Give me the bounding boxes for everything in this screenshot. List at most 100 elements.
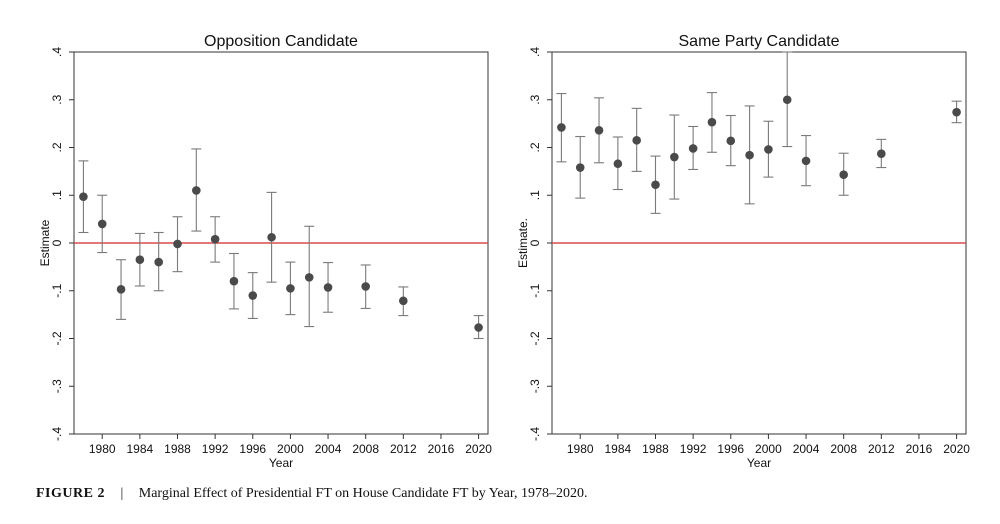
data-point: [192, 186, 201, 195]
data-point: [952, 107, 961, 117]
x-tick-label: 1980: [89, 442, 116, 456]
estimate-1992: [210, 216, 221, 263]
data-point: [286, 284, 295, 293]
y-tick-label: -.3: [50, 379, 64, 393]
estimate-2004: [801, 135, 812, 187]
x-axis-label: Year: [269, 456, 293, 470]
x-tick-label: 2000: [277, 442, 304, 456]
x-tick-label: 1984: [605, 442, 632, 456]
y-axis-label: Estimate.: [516, 218, 530, 268]
x-tick-label: 1992: [202, 442, 229, 456]
data-point: [839, 170, 848, 180]
estimate-1978: [78, 160, 89, 234]
estimate-1994: [228, 252, 239, 310]
x-tick-label: 1996: [239, 442, 266, 456]
chart-title: Same Party Candidate: [679, 33, 840, 50]
estimate-2012: [876, 138, 887, 169]
y-tick-label: -.2: [50, 331, 64, 345]
x-tick-label: 2020: [943, 442, 970, 456]
x-tick-label: 2020: [465, 442, 492, 456]
x-tick-label: 2012: [868, 442, 895, 456]
caption-separator: |: [120, 486, 124, 501]
data-point: [745, 150, 754, 160]
y-tick-label: .3: [50, 94, 64, 104]
estimate-1978: [556, 92, 567, 163]
x-tick-label: 2008: [352, 442, 379, 456]
estimate-1996: [725, 114, 736, 167]
x-tick-label: 1996: [717, 442, 744, 456]
estimate-2002: [304, 225, 315, 328]
y-tick-label: .2: [528, 142, 542, 152]
y-tick-label: .3: [528, 94, 542, 104]
estimate-1990: [669, 114, 680, 200]
y-tick-label: .1: [50, 190, 64, 200]
data-point: [304, 273, 314, 282]
x-tick-label: 1988: [642, 442, 669, 456]
estimate-2020: [951, 100, 962, 124]
estimate-2020: [473, 315, 484, 340]
data-point: [267, 232, 276, 242]
data-point: [474, 323, 483, 332]
y-tick-label: -.4: [528, 427, 542, 441]
x-tick-label: 2008: [830, 442, 857, 456]
data-point: [764, 145, 773, 154]
data-point: [726, 136, 736, 146]
x-tick-label: 2000: [755, 442, 782, 456]
data-point: [670, 152, 679, 162]
estimate-1980: [575, 135, 586, 199]
x-tick-label: 2016: [428, 442, 455, 456]
x-axis-label: Year: [747, 456, 771, 470]
estimate-1996: [247, 272, 258, 319]
estimate-1998: [744, 105, 755, 205]
estimate-1990: [191, 148, 202, 232]
y-tick-label: .1: [528, 190, 542, 200]
data-point: [575, 163, 585, 172]
x-tick-label: 2004: [793, 442, 820, 456]
figure-label: FIGURE 2: [36, 486, 105, 501]
y-tick-label: -.3: [528, 379, 542, 393]
data-point: [79, 192, 88, 201]
data-point: [632, 136, 641, 145]
estimate-2008: [838, 152, 849, 196]
opposition-candidate-panel: Opposition Candidate -.4 -.3 -.2 -.1 0 .1 .2 .3.…: [38, 33, 492, 470]
same-party-candidate-panel: Same Party Candidate -.4 -.3 -.2 -.1 0 .1 .2 .3.…: [516, 33, 970, 470]
y-tick-label: 0: [528, 239, 542, 246]
estimate-1992: [688, 125, 699, 171]
x-tick-label: 2016: [906, 442, 933, 456]
estimate-2000: [763, 120, 774, 178]
estimate-1988: [172, 216, 183, 273]
estimate-2000: [285, 261, 296, 316]
chart-title: Opposition Candidate: [204, 33, 358, 50]
estimate-1994: [706, 92, 717, 153]
data-point: [135, 255, 145, 265]
data-point: [97, 219, 107, 229]
data-point: [210, 234, 220, 244]
data-point: [399, 296, 408, 306]
estimate-1986: [153, 231, 164, 292]
y-tick-label: .4: [528, 47, 542, 57]
y-tick-label: .2: [50, 142, 64, 152]
y-tick-label: 0: [50, 239, 64, 246]
x-tick-label: 1980: [567, 442, 594, 456]
x-tick-label: 1984: [127, 442, 154, 456]
estimate-1982: [116, 259, 127, 320]
y-axis-label: Estimate: [38, 219, 52, 266]
data-point: [361, 282, 370, 291]
figure-caption: FIGURE 2 | Marginal Effect of Presidenti…: [36, 486, 587, 502]
estimate-1984: [134, 232, 145, 287]
data-point: [173, 239, 182, 249]
estimate-1980: [97, 194, 108, 254]
data-point: [594, 126, 604, 135]
estimate-1998: [266, 191, 277, 283]
data-point: [651, 180, 660, 190]
x-tick-label: 2004: [315, 442, 342, 456]
y-tick-label: .4: [50, 47, 64, 57]
caption-text: Marginal Effect of Presidential FT on Ho…: [138, 486, 588, 501]
x-tick-label: 1992: [680, 442, 707, 456]
estimate-1988: [650, 155, 661, 214]
data-point: [613, 159, 623, 169]
y-tick-label: -.1: [50, 283, 64, 297]
x-tick-label: 1988: [164, 442, 191, 456]
estimate-1984: [612, 136, 623, 191]
